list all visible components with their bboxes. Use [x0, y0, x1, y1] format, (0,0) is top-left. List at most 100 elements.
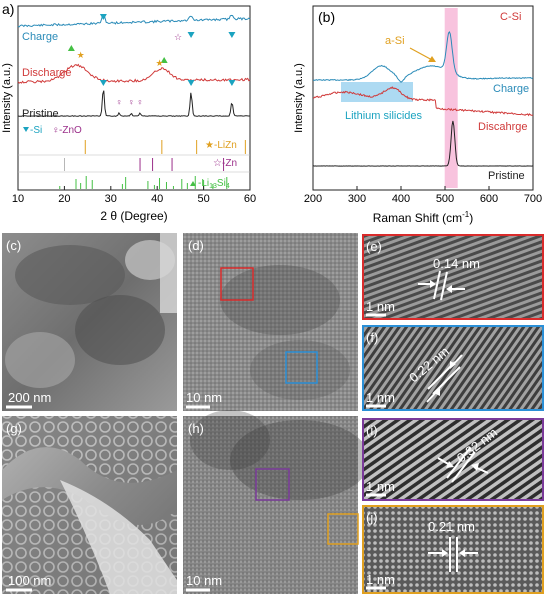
xrd-charge-si-marker [99, 14, 107, 20]
xrd-pristine-zno-marker: ♀ [137, 97, 144, 107]
zno-legend-icon: ♀ [52, 125, 60, 136]
xrd-charge-label: Charge [22, 31, 58, 43]
c-si-label: C-Si [500, 11, 521, 23]
xrd-x-axis-label: 2 θ (Degree) [100, 209, 167, 223]
zn-legend-icon: ☆ [213, 158, 222, 169]
xrd-discharge-li13si4-marker [160, 57, 168, 63]
raman-tick-label: 700 [524, 193, 542, 205]
j-frame [362, 505, 544, 594]
i-arrowhead-left [446, 461, 454, 468]
i-lattice-line-2 [451, 451, 476, 483]
xrd-plot-frame [17, 5, 251, 191]
xrd-charge-zn-marker: ☆ [174, 32, 182, 42]
xrd-charge-curve [17, 13, 251, 28]
panel-b-label: (b) [318, 9, 335, 25]
raman-pristine-label: Pristine [488, 170, 525, 182]
xrd-pristine-label: Pristine [22, 108, 59, 120]
xrd-charge-si-marker [228, 32, 236, 38]
li13si4-legend-icon [190, 181, 196, 186]
j-scale-label: 1 nm [366, 572, 395, 587]
xrd-tick-label: 40 [151, 193, 163, 205]
h-scale-label: 10 nm [186, 573, 222, 588]
li13si4-legend-label: -Li13Si4 [198, 178, 230, 190]
xrd-pristine-zno-marker: ♀ [128, 97, 135, 107]
j-spacing-label: 0.21 nm [428, 519, 475, 534]
xrd-tick-label: 60 [244, 193, 256, 205]
f-lattice-line-2 [432, 366, 461, 395]
raman-pristine-curve [313, 120, 534, 167]
panel-h-label: (h) [188, 421, 204, 436]
panel-i-label: (i) [366, 423, 378, 438]
a-si-label: a-Si [385, 35, 405, 47]
raman-discharge-label: Discahrge [478, 121, 528, 133]
xrd-discharge-curve [17, 63, 251, 84]
e-spacing-label: 0.14 nm [433, 256, 480, 271]
si-legend-label: -Si [30, 125, 42, 136]
i-lattice-line-1 [446, 447, 471, 479]
xrd-tick-label: 50 [197, 193, 209, 205]
e-scale-label: 1 nm [366, 299, 395, 314]
f-scale-label: 1 nm [366, 390, 395, 405]
c-scale-label: 200 nm [8, 390, 51, 405]
raman-tick-label: 600 [480, 193, 498, 205]
j-arrowhead-right [459, 549, 465, 557]
e-lattice-line-2 [440, 271, 448, 301]
h-yellow-selection-box [327, 513, 359, 545]
h-purple-selection-box [255, 468, 290, 501]
xrd-peak-markers: ☆★★♀ ♀ ♀ [67, 14, 236, 107]
zn-legend-label: -Zn [222, 158, 237, 169]
xrd-pristine-si-marker [187, 80, 195, 86]
panel-f-label: (f) [366, 330, 378, 345]
e-arrowhead-left [430, 280, 436, 288]
d-blue-selection-box [285, 351, 318, 384]
xrd-discharge-label: Discharge [22, 67, 72, 79]
raman-charge-curve [312, 31, 534, 83]
c-si-highlight [444, 8, 458, 188]
panel-a-label: a) [2, 1, 14, 17]
raman-tick-label: 200 [304, 193, 322, 205]
a-si-arrow [409, 47, 435, 62]
panel-a-xrd: a) Charge Discharge Pristine ☆★★♀ ♀ ♀ -Si … [1, 1, 256, 223]
xrd-discharge-lizn-marker: ★ [77, 50, 85, 60]
panel-j-lattice: (j) 0.21 nm 1 nm [362, 505, 544, 594]
raman-charge-label: Charge [493, 83, 529, 95]
xrd-tick-label: 10 [12, 193, 24, 205]
xrd-charge-si-marker [187, 32, 195, 38]
lizn-legend-icon: ★ [205, 140, 214, 151]
xrd-x-ticks: 10 20 30 40 50 60 [12, 186, 256, 205]
e-frame [362, 234, 544, 320]
xrd-tick-label: 30 [105, 193, 117, 205]
lithium-silicides-label: Lithium silicides [345, 110, 423, 122]
raman-tick-label: 400 [392, 193, 410, 205]
xrd-y-axis-label: Intensity (a.u.) [1, 63, 13, 133]
f-arrowhead-bottom [434, 388, 440, 396]
j-arrowhead-left [442, 549, 448, 557]
raman-discharge-curve [312, 86, 534, 117]
f-arrowhead-top [450, 361, 456, 369]
panel-h-hrtem: (h) 10 nm [183, 410, 370, 594]
lithium-silicides-highlight [341, 82, 413, 102]
xrd-reference-lines [59, 140, 246, 189]
i-frame [362, 418, 544, 501]
xrd-pristine-si-marker [228, 80, 236, 86]
e-lattice-line-1 [433, 270, 441, 300]
d-scale-label: 10 nm [186, 390, 222, 405]
f-frame [362, 325, 544, 411]
a-si-arrowhead [428, 56, 436, 62]
xrd-pristine-curve [17, 90, 250, 117]
xrd-pristine-zno-marker: ♀ [116, 97, 123, 107]
raman-x-axis-label: Raman Shift (cm-1) [373, 210, 473, 225]
i-arrowhead-right [471, 463, 479, 471]
xrd-discharge-lizn-marker: ★ [155, 58, 163, 68]
zno-legend-label: -ZnO [59, 125, 82, 136]
panel-c-label: (c) [6, 238, 21, 253]
xrd-pristine-si-marker [99, 80, 107, 86]
e-arrowhead-right [446, 285, 452, 293]
panel-b-raman: (b) Charge Discahrge Pristine C-Si a-Si … [293, 5, 542, 225]
panel-i-lattice: (i) 0.32 nm 1 nm [362, 418, 544, 501]
panel-f-lattice: (f) 0.22 nm 1 nm [362, 325, 544, 411]
raman-x-ticks: 200 300 400 500 600 700 [304, 186, 542, 205]
panel-d-hrtem: (d) 10 nm [183, 233, 358, 411]
panel-d-label: (d) [188, 238, 204, 253]
panel-c-tem: (c) 200 nm [2, 233, 177, 411]
